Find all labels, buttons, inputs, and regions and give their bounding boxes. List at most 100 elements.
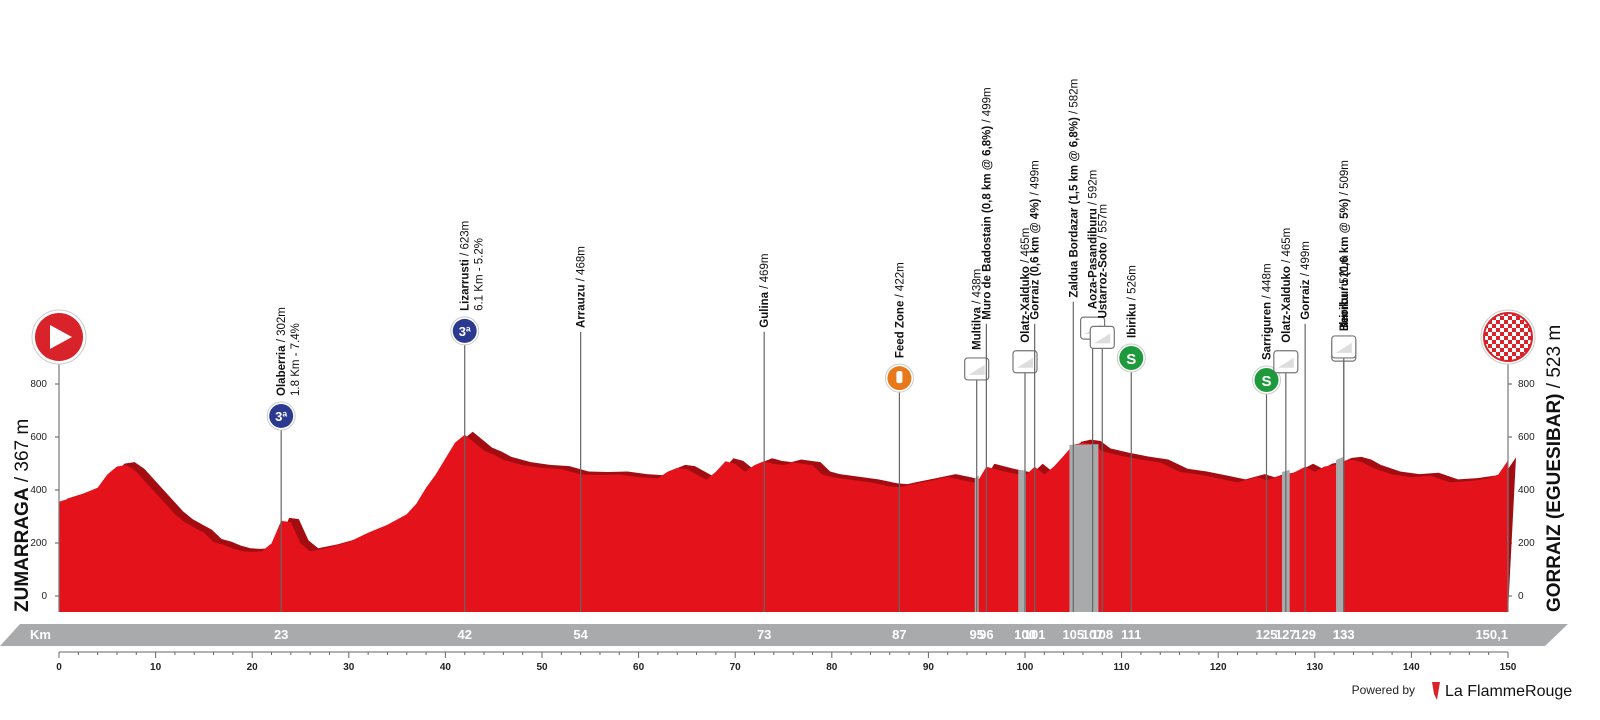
- x-tick-label: 90: [923, 662, 935, 673]
- y-tick-label-left: 800: [30, 379, 47, 390]
- x-tick-label: 150: [1500, 662, 1517, 673]
- climb-point-12: S Ibiriku / 526m: [1116, 265, 1146, 612]
- ramp-box-icon: [964, 357, 990, 381]
- start-finish-group: ZUMARRAGA / 367 m GORRAIZ (EGUESIBAR) / 5…: [12, 309, 1565, 612]
- climb-point-9: Zaldua Bordazar (1,5 km @ 6,8%) / 582m: [1068, 79, 1080, 612]
- sprint-icon: [1254, 368, 1279, 392]
- km-marker-label: 96: [979, 627, 993, 642]
- climb-category-icon: [452, 318, 477, 343]
- y-tick-label-right: 200: [1518, 538, 1535, 549]
- ramp-box-icon: [1331, 335, 1357, 359]
- y-tick-label-left: 600: [30, 432, 47, 443]
- point-altitude: / 499m: [1030, 160, 1042, 198]
- x-tick-label: 70: [730, 662, 742, 673]
- y-tick-label-right: 0: [1518, 591, 1524, 602]
- point-label: Ibiriku / 526m: [1126, 265, 1138, 338]
- km-marker-label: 133: [1333, 627, 1355, 642]
- finish-label: GORRAIZ (EGUESIBAR) / 523 m: [1544, 325, 1565, 612]
- sprint-badge-text: S: [1126, 351, 1136, 368]
- ramp-shape: [968, 364, 985, 375]
- x-tick-label: 140: [1403, 662, 1420, 673]
- climb-point-4: Feed Zone / 422m: [884, 262, 914, 612]
- point-altitude: / 499m: [1300, 241, 1312, 279]
- point-label: Olaberria / 302m: [276, 307, 288, 396]
- km-marker-label: 105: [1062, 627, 1084, 642]
- point-name: Zaldua Bordazar (1,5 km @ 6,8%): [1068, 117, 1080, 298]
- climb-segment: [1336, 456, 1344, 612]
- y-tick-label-right: 800: [1518, 379, 1535, 390]
- point-altitude: / 582m: [1068, 79, 1080, 117]
- point-label: Multilva / 438m: [972, 269, 984, 350]
- ramp-box-icon: [1012, 350, 1038, 374]
- point-name: Olatz-Xalduko: [1020, 266, 1032, 343]
- y-tick-label-right: 400: [1518, 485, 1535, 496]
- point-altitude: / 509m: [1339, 160, 1351, 198]
- climb-point-5: Multilva / 438m: [964, 269, 990, 612]
- climb-badge-text: 3ª: [275, 409, 287, 424]
- point-altitude: / 623m: [460, 221, 472, 259]
- km-marker-label: 23: [274, 627, 288, 642]
- point-name: Olatz-Xalduko: [1281, 266, 1293, 343]
- point-name: Gorraiz: [1300, 279, 1312, 320]
- sprint-badge-text: S: [1261, 373, 1271, 390]
- climb-badge-text: 3ª: [459, 324, 471, 339]
- x-tick-label: 60: [633, 662, 645, 673]
- km-bar: [0, 624, 1568, 646]
- x-tick-label: 50: [536, 662, 548, 673]
- climb-point-14: Olatz-Xalduko / 465m: [1273, 228, 1299, 612]
- ramp-box-icon: [1273, 350, 1299, 374]
- flame-logo-icon: [1432, 682, 1440, 700]
- climb-point-0: 3ª Olaberria / 302m 1.8 Km - 7.4%: [266, 307, 302, 612]
- km-marker-label: 87: [892, 627, 906, 642]
- km-marker-label: 42: [457, 627, 471, 642]
- x-tick-label: 10: [150, 662, 162, 673]
- climb-point-8: Gorraiz (0,6 km @ 4%) / 499m: [1030, 160, 1042, 612]
- climb-point-15: Gorraiz / 499m: [1300, 241, 1312, 612]
- km-marker-label: 111: [1121, 627, 1141, 642]
- point-extra: 1.8 Km - 7.4%: [290, 323, 302, 396]
- point-label: Olatz-Xalduko / 465m: [1020, 228, 1032, 343]
- point-label: Ibiriku / 521m: [1339, 255, 1351, 328]
- y-tick-label-left: 0: [41, 591, 47, 602]
- point-name: Ibiriku: [1126, 303, 1138, 338]
- point-label: Muro de Badostain (0,8 km @ 6,8%) / 499m: [981, 87, 993, 319]
- km-marker-label: 100: [1014, 627, 1036, 642]
- km-marker-label: 133: [1333, 627, 1355, 642]
- point-altitude: / 521m: [1339, 255, 1351, 293]
- x-tick-label: 20: [247, 662, 259, 673]
- point-altitude: / 557m: [1097, 204, 1109, 242]
- y-tick-label-left: 200: [30, 538, 47, 549]
- point-name: Muro de Badostain (0,8 km @ 6,8%): [981, 126, 993, 320]
- km-marker-label: 108: [1091, 627, 1113, 642]
- climb-point-2: Arrauzu / 468m: [576, 246, 588, 612]
- profile-area: [59, 434, 1508, 612]
- point-label: Olatz-Xalduko / 465m: [1281, 228, 1293, 343]
- km-marker-label: 95: [969, 627, 983, 642]
- point-name: Lizarrusti: [460, 259, 472, 311]
- climb-point-3: Gulina / 469m: [759, 254, 771, 612]
- point-altitude: / 469m: [759, 254, 771, 292]
- point-label: Aoza-Pasandiburu / 592m: [1088, 170, 1100, 309]
- x-tick-label: 0: [56, 662, 62, 673]
- point-extra: 6.1 Km - 5.2%: [474, 238, 486, 311]
- points-group: 3ª Olaberria / 302m 1.8 Km - 7.4% 3ª Lizarru…: [266, 79, 1357, 612]
- footer-group: Powered by La FlammeRouge: [1352, 682, 1572, 700]
- brand-text: La FlammeRouge: [1445, 683, 1572, 700]
- x-tick-label: 120: [1210, 662, 1227, 673]
- ramp-shape: [1335, 342, 1352, 353]
- point-altitude: / 465m: [1020, 228, 1032, 266]
- climb-category-icon: [269, 403, 294, 428]
- point-name: Beorburu (0,6 km @ 5%): [1339, 198, 1351, 331]
- point-name: Arrauzu: [576, 285, 588, 328]
- x-tick-label: 100: [1017, 662, 1034, 673]
- ramp-shape: [1277, 357, 1294, 368]
- point-altitude: / 438m: [972, 269, 984, 307]
- point-label: Lizarrusti / 623m: [460, 221, 472, 311]
- km-label: Km: [30, 627, 51, 642]
- km-marker-label: 73: [757, 627, 771, 642]
- km-marker-label: 129: [1294, 627, 1316, 642]
- start-name: ZUMARRAGA: [12, 487, 33, 612]
- sprint-icon: [1119, 346, 1144, 370]
